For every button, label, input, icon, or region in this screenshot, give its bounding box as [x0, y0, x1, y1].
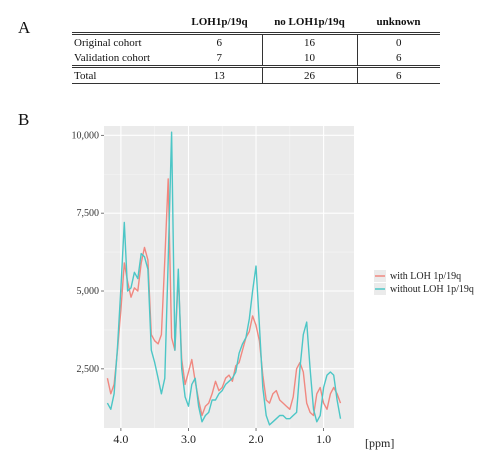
legend-label: with LOH 1p/19q: [390, 271, 461, 282]
table-header-blank: [72, 12, 177, 35]
x-tick-label: 3.0: [181, 432, 196, 446]
cohort-table-grid: LOH1p/19q no LOH1p/19q unknown Original …: [72, 12, 440, 84]
table-cell: 13: [177, 65, 262, 84]
table-header-no-loh: no LOH1p/19q: [262, 12, 357, 35]
plot-background: [104, 126, 354, 428]
table-cell: 0: [356, 33, 440, 50]
panel-b-label: B: [18, 110, 30, 129]
table-cell: 7: [216, 51, 223, 64]
table-row-total: Total 13 26 6: [72, 65, 440, 84]
x-axis-label: [ppm]: [365, 436, 394, 450]
table-cell: 6: [216, 36, 223, 49]
table-header-unknown: unknown: [357, 12, 440, 35]
table-cell: 6: [356, 50, 440, 67]
y-tick-label: 2,500: [77, 364, 100, 375]
table-header-loh: LOH1p/19q: [177, 12, 262, 35]
panel-a-label: A: [18, 18, 31, 37]
table-row: Validation cohort 7 10 6: [72, 50, 440, 67]
series-line-without-loh: [106, 131, 342, 426]
table-cell: 26: [261, 65, 357, 84]
y-tick-label: 5,000: [77, 286, 100, 297]
legend-label: without LOH 1p/19q: [390, 284, 474, 295]
table-row-label: Validation cohort: [74, 51, 151, 64]
y-tick-label: 10,000: [72, 130, 100, 141]
table-cell: 16: [261, 33, 357, 50]
y-tick-label: 7,500: [77, 208, 100, 219]
cohort-table: LOH1p/19q no LOH1p/19q unknown Original …: [72, 12, 440, 84]
table-header-row: LOH1p/19q no LOH1p/19q unknown: [72, 12, 440, 35]
table-row: Original cohort 6 16 0: [72, 33, 440, 50]
table-cell: 6: [356, 65, 440, 84]
table-row-label: Total: [72, 65, 177, 84]
table-cell: 10: [261, 50, 357, 67]
x-tick-label: 1.0: [316, 432, 331, 446]
table-row-label: Original cohort: [74, 36, 142, 49]
series-line-with-loh: [106, 178, 342, 417]
x-tick-label: 2.0: [249, 432, 264, 446]
x-tick-label: 4.0: [113, 432, 128, 446]
